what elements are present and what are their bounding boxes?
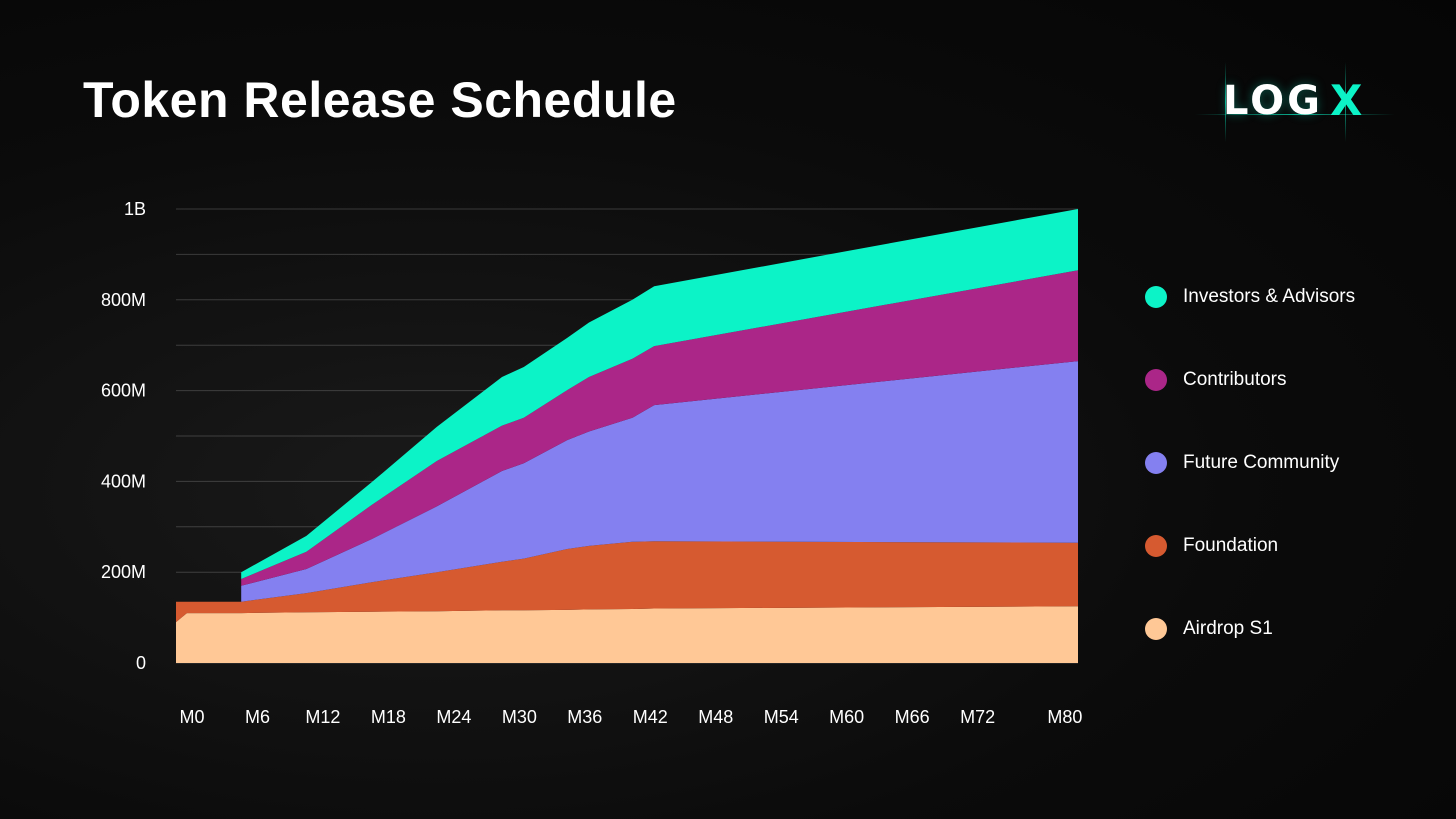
- legend-label: Future Community: [1183, 452, 1340, 473]
- area-airdrop-s1: [176, 606, 1078, 663]
- x-tick-label: M60: [829, 707, 864, 727]
- logo-glow-line: [1225, 62, 1226, 142]
- logo-wordmark: LOG: [1223, 78, 1323, 124]
- logo-x-mark: X: [1330, 76, 1363, 125]
- legend-item: Airdrop S1: [1145, 616, 1355, 642]
- x-tick-label: M36: [567, 707, 602, 727]
- x-tick-label: M12: [305, 707, 340, 727]
- legend-item: Investors & Advisors: [1145, 284, 1355, 310]
- legend-swatch: [1145, 618, 1167, 640]
- legend-label: Foundation: [1183, 535, 1279, 556]
- y-axis-ticks: 0 200M 400M 600M 800M 1B: [101, 199, 146, 673]
- y-tick-label: 800M: [101, 290, 146, 310]
- x-tick-label: M18: [371, 707, 406, 727]
- x-tick-label: M42: [633, 707, 668, 727]
- x-tick-label: M48: [698, 707, 733, 727]
- y-tick-label: 0: [136, 653, 146, 673]
- legend-swatch: [1145, 369, 1167, 391]
- y-tick-label: 1B: [124, 199, 146, 219]
- legend-label: Contributors: [1183, 369, 1287, 390]
- y-tick-label: 200M: [101, 562, 146, 582]
- chart-legend: Investors & Advisors Contributors Future C…: [1145, 284, 1355, 699]
- legend-swatch: [1145, 452, 1167, 474]
- page-title: Token Release Schedule: [83, 72, 677, 128]
- y-tick-label: 600M: [101, 381, 146, 401]
- legend-swatch: [1145, 535, 1167, 557]
- x-tick-label: M24: [436, 707, 471, 727]
- area-future-community: [241, 361, 1078, 602]
- legend-item: Future Community: [1145, 450, 1355, 476]
- x-tick-label: M6: [245, 707, 270, 727]
- x-tick-label: M66: [895, 707, 930, 727]
- area-foundation: [176, 541, 1078, 623]
- logo-glow-line: [1195, 114, 1395, 115]
- logx-logo: LOG X: [1195, 62, 1395, 142]
- x-tick-label: M54: [764, 707, 799, 727]
- logo-glow-line: [1345, 62, 1346, 142]
- x-tick-label: M0: [179, 707, 204, 727]
- x-tick-label: M30: [502, 707, 537, 727]
- legend-item: Foundation: [1145, 533, 1355, 559]
- area-investors-advisors: [241, 209, 1078, 579]
- area-contributors: [241, 270, 1078, 586]
- legend-item: Contributors: [1145, 367, 1355, 393]
- legend-label: Investors & Advisors: [1183, 286, 1356, 307]
- x-tick-label: M80: [1047, 707, 1082, 727]
- legend-label: Airdrop S1: [1183, 618, 1273, 639]
- x-tick-label: M72: [960, 707, 995, 727]
- stacked-areas: [176, 209, 1078, 663]
- x-axis-ticks: M0 M6 M12 M18 M24 M30 M36 M42 M48 M54 M60 M66 M72 M80: [179, 707, 1082, 727]
- y-tick-label: 400M: [101, 471, 146, 491]
- legend-swatch: [1145, 286, 1167, 308]
